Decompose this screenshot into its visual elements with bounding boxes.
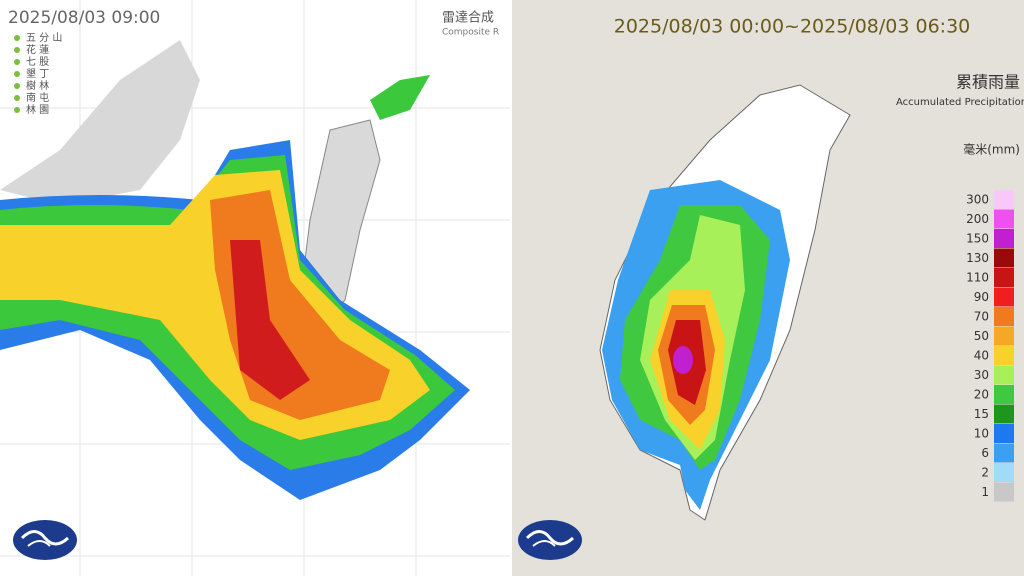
right-period: 2025/08/03 00:00~2025/08/03 06:30: [614, 16, 971, 38]
legend-swatch: [994, 404, 1014, 424]
legend-swatch: [994, 229, 1014, 248]
right-subtitle: Accumulated Precipitation: [896, 97, 1024, 108]
legend-swatch: [994, 307, 1014, 326]
radar-echo: [0, 75, 470, 500]
station-name: 墾 丁: [26, 67, 49, 80]
legend-label: 30: [974, 368, 989, 382]
legend: 300 200 150 130 110 90 70 50 40 30 20 15 10 6 2 1: [966, 190, 1014, 502]
station-dot: [14, 59, 20, 65]
legend-label: 70: [974, 310, 989, 324]
station-dot: [14, 35, 20, 41]
cwa-logo: [518, 520, 582, 560]
legend-label: 300: [966, 193, 989, 207]
legend-label: 2: [981, 466, 989, 480]
left-title: 雷達合成: [442, 11, 494, 26]
cwa-logo: [13, 520, 77, 560]
accumulated-map: [599, 84, 851, 521]
legend-swatch: [994, 346, 1014, 365]
legend-swatch: [994, 268, 1014, 287]
legend-swatch: [994, 443, 1014, 463]
station-dot: [14, 95, 20, 101]
legend-swatch: [994, 248, 1014, 268]
station-dot: [14, 47, 20, 53]
left-subtitle: Composite R: [442, 28, 499, 38]
station-dot: [14, 107, 20, 113]
right-title: 累積雨量: [956, 73, 1020, 92]
station-name: 南 屯: [26, 91, 49, 104]
legend-label: 6: [981, 446, 989, 460]
station-name: 花 蓮: [26, 43, 49, 56]
left-timestamp: 2025/08/03 09:00: [8, 8, 160, 28]
legend-swatch: [994, 482, 1014, 502]
legend-label: 150: [966, 232, 989, 246]
station-name: 樹 林: [26, 79, 49, 92]
legend-unit: 毫米(mm): [963, 142, 1020, 157]
legend-label: 50: [974, 329, 989, 343]
mainland: [0, 40, 200, 205]
station-dot: [14, 71, 20, 77]
legend-label: 110: [966, 271, 989, 285]
legend-swatch: [994, 190, 1014, 209]
station-list: 五 分 山花 蓮七 股墾 丁樹 林南 屯林 園: [14, 32, 62, 116]
legend-swatch: [994, 326, 1014, 346]
station-name: 七 股: [26, 56, 49, 68]
legend-label: 90: [974, 290, 989, 304]
legend-label: 200: [966, 212, 989, 226]
legend-label: 40: [974, 349, 989, 363]
legend-label: 10: [974, 427, 989, 441]
legend-swatch: [994, 365, 1014, 385]
legend-label: 1: [981, 485, 989, 499]
legend-swatch: [994, 424, 1014, 443]
legend-label: 130: [966, 251, 989, 265]
station-name: 五 分 山: [26, 32, 62, 44]
legend-swatch: [994, 209, 1014, 229]
legend-label: 15: [974, 407, 989, 421]
legend-swatch: [994, 287, 1014, 307]
legend-swatch: [994, 385, 1014, 404]
legend-label: 20: [974, 388, 989, 402]
legend-swatch: [994, 463, 1014, 482]
station-dot: [14, 83, 20, 89]
station-name: 林 園: [26, 103, 49, 116]
